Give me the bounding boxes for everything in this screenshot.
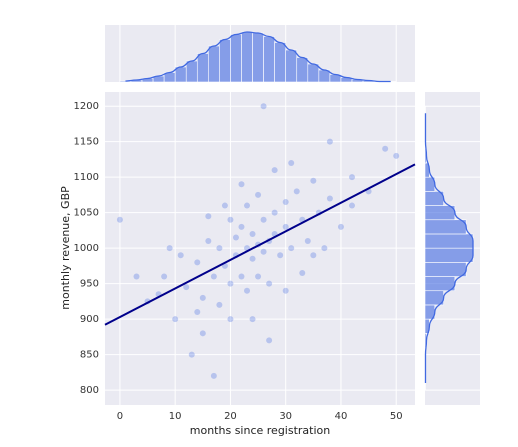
y-axis-label: monthly revenue, GBP [59, 186, 72, 310]
scatter-point [304, 238, 311, 245]
histogram-bar [252, 32, 264, 83]
scatter-point [260, 248, 267, 255]
scatter-point [244, 287, 251, 294]
histogram-bar [174, 66, 187, 83]
histogram-bar [307, 63, 320, 83]
scatter-point [271, 209, 278, 216]
scatter-point [232, 234, 239, 241]
scatter-point [238, 223, 245, 230]
scatter-point [194, 309, 201, 316]
y-tick-label: 1100 [74, 172, 99, 183]
scatter-point [293, 188, 300, 195]
scatter-point [310, 177, 317, 184]
scatter-point [161, 273, 168, 280]
histogram-bar [185, 60, 198, 83]
scatter-point [321, 245, 328, 252]
x-tick-label: 30 [279, 411, 292, 422]
scatter-point [337, 223, 344, 230]
scatter-point [227, 216, 234, 223]
x-tick-label: 20 [224, 411, 237, 422]
histogram-bar [424, 219, 467, 235]
kde-line [424, 113, 474, 383]
x-tick-label: 40 [335, 411, 348, 422]
scatter-point [282, 199, 289, 206]
histogram-bar [208, 45, 220, 83]
scatter-point [177, 252, 184, 259]
y-tick-label: 800 [80, 385, 99, 396]
kde-line [125, 31, 391, 83]
histogram-bar [274, 42, 286, 83]
histogram-bar [196, 53, 209, 83]
scatter-point [227, 316, 234, 323]
scatter-point [266, 337, 273, 344]
scatter-point [205, 213, 212, 220]
scatter-point [349, 202, 356, 209]
histogram-bar [424, 233, 474, 249]
scatter-point [199, 330, 206, 337]
histogram-bar [219, 39, 231, 83]
scatter-point [271, 167, 278, 174]
y-tick-label: 1150 [74, 137, 99, 148]
scatter-point [244, 202, 251, 209]
scatter-point [210, 372, 217, 379]
scatter-point [288, 159, 295, 166]
scatter-point [166, 245, 173, 252]
scatter-point [188, 351, 195, 358]
histogram-bar [296, 57, 309, 83]
regression-line [104, 163, 416, 326]
scatter-point [210, 273, 217, 280]
scatter-point [249, 316, 256, 323]
scatter-point [382, 145, 389, 152]
scatter-point [349, 174, 356, 181]
scatter-point [199, 294, 206, 301]
y-tick-label: 850 [80, 350, 99, 361]
scatter-point [133, 273, 140, 280]
scatter-point [255, 191, 262, 198]
scatter-point [227, 280, 234, 287]
scatter-point [282, 223, 289, 230]
histogram-bar [424, 276, 456, 292]
scatter-point [326, 195, 333, 202]
scatter-point [393, 152, 400, 159]
scatter-point [205, 238, 212, 245]
x-axis-label: months since registration [190, 424, 330, 437]
y-tick-label: 1000 [74, 243, 99, 254]
scatter-point [288, 245, 295, 252]
histogram-bar [285, 49, 298, 83]
scatter-point [260, 216, 267, 223]
histogram-bar [241, 31, 253, 83]
scatter-point [183, 284, 190, 291]
scatter-point [249, 230, 256, 237]
scatter-point [310, 252, 317, 259]
scatter-point [216, 245, 223, 252]
scatter-point [249, 255, 256, 262]
scatter-point [238, 181, 245, 188]
histogram-bar [230, 34, 242, 83]
x-tick-label: 10 [169, 411, 182, 422]
scatter-point [326, 138, 333, 145]
y-tick-label: 1050 [74, 208, 99, 219]
scatter-point [282, 287, 289, 294]
histogram-bar [263, 36, 275, 83]
scatter-point [266, 280, 273, 287]
scatter-point [216, 301, 223, 308]
y-tick-label: 900 [80, 314, 99, 325]
y-tick-label: 1200 [74, 101, 99, 112]
histogram-bar [424, 247, 474, 263]
histogram-bar [424, 205, 456, 221]
scatter-point [255, 273, 262, 280]
scatter-point [194, 259, 201, 266]
scatter-point [172, 316, 179, 323]
scatter-point [260, 103, 267, 110]
x-tick-label: 50 [390, 411, 403, 422]
scatter-point [116, 216, 123, 223]
scatter-point [277, 252, 284, 259]
scatter-point [238, 273, 245, 280]
histogram-bar [424, 262, 467, 277]
x-tick-label: 0 [117, 411, 123, 422]
scatter-point [221, 202, 228, 209]
y-tick-label: 950 [80, 279, 99, 290]
scatter-point [299, 269, 306, 276]
